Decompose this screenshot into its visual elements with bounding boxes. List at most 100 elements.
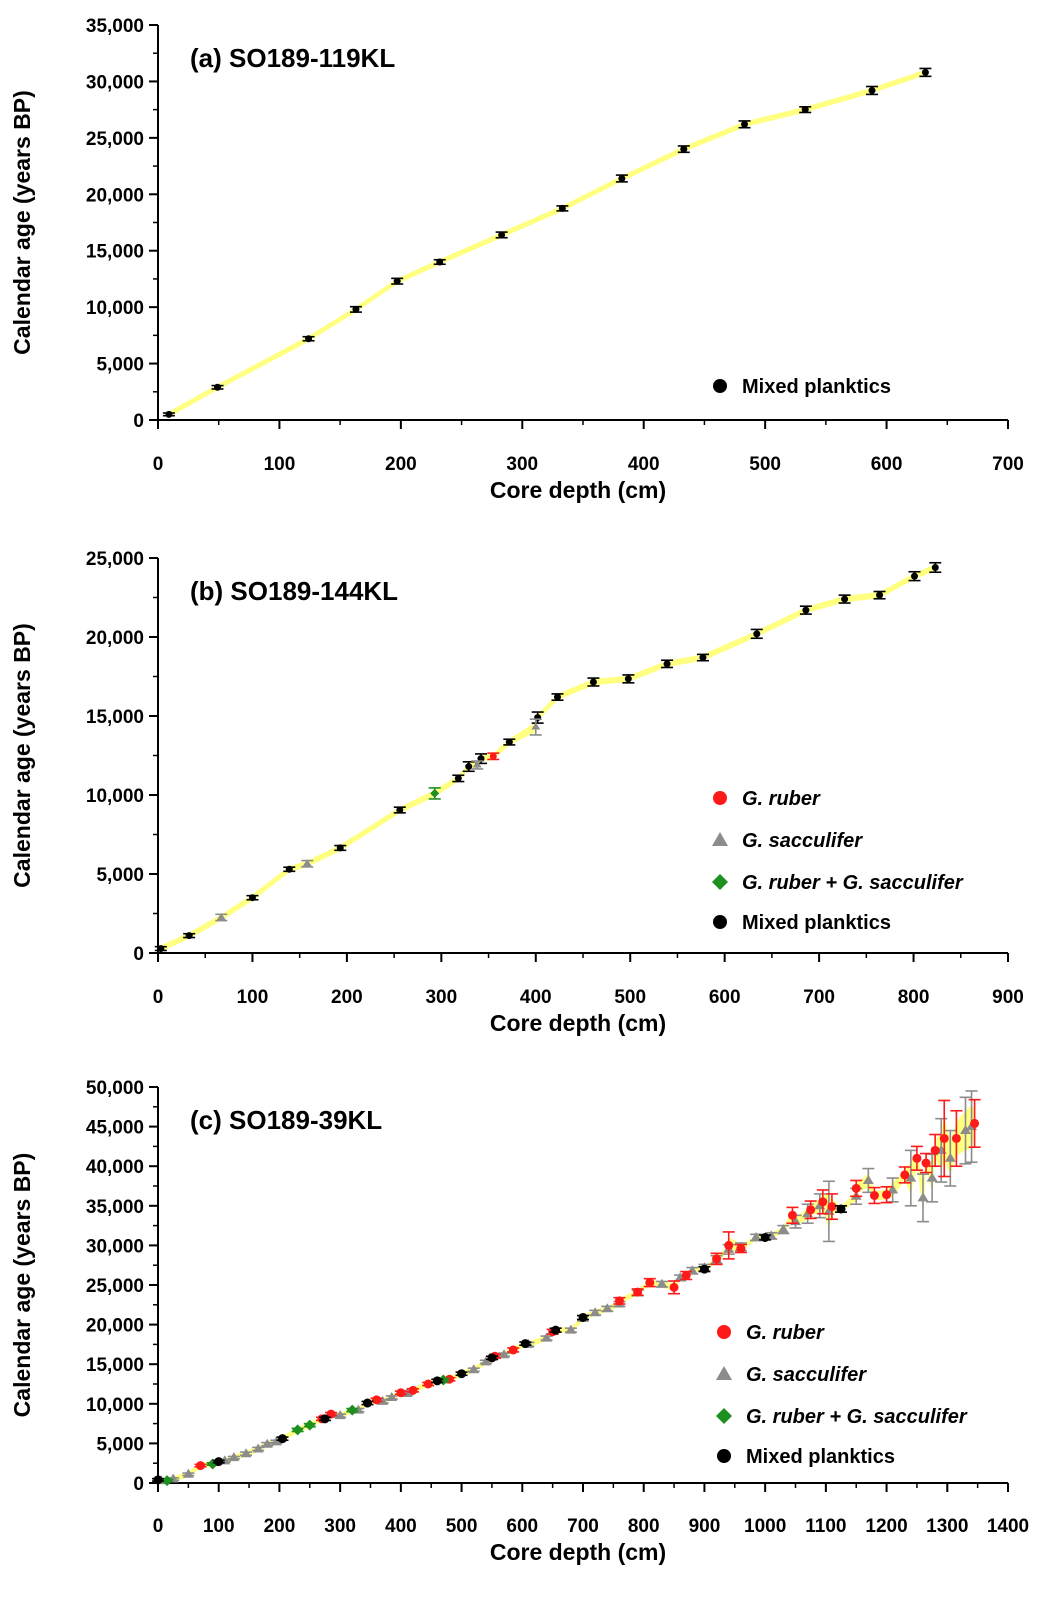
y-tick-label: 40,000: [86, 1157, 144, 1178]
legend: Mixed planktics: [713, 376, 891, 398]
data-point: [432, 1376, 442, 1386]
data-point: [531, 722, 541, 730]
data-point: [911, 572, 918, 580]
series-g-sacculifer: [215, 718, 542, 922]
data-point: [699, 654, 707, 662]
data-point: [326, 1409, 336, 1419]
data-point: [900, 1170, 910, 1180]
x-tick-label: 600: [709, 987, 741, 1008]
y-axis-title: Calendar age (years BP): [9, 1153, 35, 1418]
x-tick-label: 1300: [926, 1516, 968, 1537]
y-tick-label: 10,000: [86, 298, 144, 319]
x-tick-label: 0: [153, 1516, 164, 1537]
x-tick-label: 900: [689, 1516, 721, 1537]
legend-marker: [713, 791, 727, 805]
y-tick-label: 50,000: [86, 1078, 144, 1099]
data-point: [912, 1153, 922, 1163]
x-axis-title: Core depth (cm): [490, 477, 666, 503]
data-point: [346, 1404, 358, 1416]
data-point: [498, 231, 506, 239]
data-point: [558, 204, 566, 212]
x-tick-label: 400: [520, 987, 552, 1008]
legend-label: G. ruber: [742, 788, 821, 810]
x-tick-label: 1000: [744, 1516, 786, 1537]
data-point: [196, 1461, 205, 1471]
data-point: [862, 1174, 874, 1184]
y-tick-label: 10,000: [86, 786, 144, 807]
y-tick-label: 30,000: [86, 1236, 144, 1257]
series-g-ruber-g-sacculifer: [161, 1374, 450, 1487]
data-point: [554, 693, 561, 701]
data-point: [214, 1457, 224, 1467]
data-point: [882, 1190, 892, 1200]
data-point: [336, 844, 344, 852]
data-point: [680, 145, 688, 153]
x-tick-label: 1200: [865, 1516, 907, 1537]
data-point: [277, 1434, 287, 1444]
legend: G. ruber G. sacculifer G. ruber + G. saccu…: [712, 788, 964, 934]
y-tick-label: 25,000: [86, 1276, 144, 1297]
y-tick-label: 25,000: [86, 129, 144, 150]
data-point: [944, 1152, 956, 1162]
legend: G. ruber G. sacculifer G. ruber + G. saccu…: [716, 1322, 968, 1468]
age-model-envelope: [168, 69, 926, 418]
legend-label: G. sacculifer: [746, 1364, 867, 1386]
data-point: [465, 763, 473, 771]
data-point: [905, 1172, 917, 1182]
y-axis-title: Calendar age (years BP): [9, 90, 35, 355]
data-point: [153, 1475, 163, 1485]
x-tick-label: 700: [567, 1516, 599, 1537]
data-point: [285, 865, 293, 873]
series-g-ruber: [194, 1098, 981, 1471]
data-point: [408, 1385, 418, 1395]
data-point: [578, 1312, 588, 1322]
data-point: [240, 1448, 252, 1458]
x-axis-title: Core depth (cm): [490, 1010, 666, 1036]
data-point: [541, 1332, 553, 1342]
legend-label: G. sacculifer: [742, 830, 863, 852]
data-point: [926, 1172, 938, 1182]
data-point: [248, 894, 256, 902]
legend-marker: [713, 379, 727, 393]
y-tick-label: 0: [133, 411, 144, 432]
data-point: [565, 1324, 577, 1334]
chart-panel-1: 0 100 200 300 400 500 600 700 0 5,000 10,000 15,000…: [9, 16, 1024, 503]
y-tick-label: 20,000: [86, 628, 144, 649]
data-point: [876, 591, 884, 599]
y-tick-label: 45,000: [86, 1118, 144, 1139]
data-point: [930, 1145, 940, 1155]
data-point: [669, 1282, 679, 1292]
data-point: [736, 1244, 746, 1254]
data-point: [228, 1452, 240, 1462]
legend-label: Mixed planktics: [742, 912, 891, 934]
y-tick-label: 5,000: [96, 865, 144, 886]
data-point: [430, 788, 440, 798]
legend-marker: [713, 915, 727, 929]
data-point: [480, 1356, 492, 1366]
y-axis-title: Calendar age (years BP): [9, 623, 35, 888]
data-point: [851, 1183, 861, 1193]
x-tick-label: 800: [898, 987, 930, 1008]
data-point: [869, 1191, 879, 1201]
data-point: [304, 1419, 316, 1431]
series-g-sacculifer: [155, 1090, 978, 1485]
data-point: [868, 86, 876, 94]
x-tick-label: 500: [446, 1516, 478, 1537]
legend-label: Mixed planktics: [742, 376, 891, 398]
data-point: [931, 563, 939, 571]
data-point: [551, 1325, 561, 1335]
data-point: [214, 383, 221, 391]
data-point: [157, 945, 165, 953]
x-tick-label: 600: [506, 1516, 538, 1537]
legend-marker: [712, 832, 728, 846]
legend-marker: [717, 1449, 731, 1463]
x-tick-label: 500: [614, 987, 646, 1008]
x-tick-label: 200: [264, 1516, 296, 1537]
x-tick-label: 400: [628, 454, 660, 475]
x-tick-label: 0: [153, 987, 164, 1008]
legend-marker: [717, 1325, 731, 1339]
x-tick-label: 1400: [987, 1516, 1029, 1537]
data-point: [801, 106, 809, 114]
x-tick-label: 100: [237, 987, 269, 1008]
y-tick-label: 35,000: [86, 1197, 144, 1218]
